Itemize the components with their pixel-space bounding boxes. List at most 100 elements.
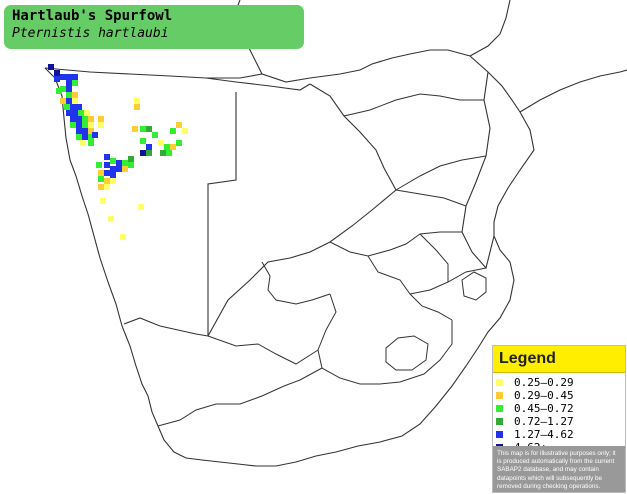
legend-item: 0.25–0.29 xyxy=(493,376,625,389)
grid-cell xyxy=(70,122,76,128)
grid-cell xyxy=(116,160,122,166)
grid-cell xyxy=(72,92,78,98)
grid-cell xyxy=(54,70,60,76)
grid-cell xyxy=(176,122,182,128)
grid-cell xyxy=(104,170,110,176)
eswatini xyxy=(461,271,487,301)
grid-cell xyxy=(66,92,72,98)
grid-cell xyxy=(54,76,60,82)
grid-cell xyxy=(88,128,94,134)
grid-cell xyxy=(128,156,134,162)
grid-cell xyxy=(110,178,116,184)
province-border-3 xyxy=(367,255,453,321)
legend-item: 1.27–4.62 xyxy=(493,428,625,441)
grid-cell xyxy=(166,150,172,156)
province-border-1 xyxy=(261,261,331,305)
caprivi-strip xyxy=(205,77,311,91)
legend-panel: Legend 0.25–0.29 0.29–0.45 0.45–0.72 0.7… xyxy=(492,345,626,493)
botswana-zimbabwe-border xyxy=(309,83,397,191)
grid-cell xyxy=(110,166,116,172)
grid-cell xyxy=(76,122,82,128)
province-border-8 xyxy=(419,233,449,282)
grid-cell xyxy=(76,128,82,134)
grid-cell xyxy=(88,134,94,140)
grid-cell xyxy=(170,144,176,150)
legend-item: 0.72–1.27 xyxy=(493,415,625,428)
grid-cell xyxy=(98,176,104,182)
grid-cell xyxy=(82,134,88,140)
grid-cell xyxy=(72,80,78,86)
species-common-name: Hartlaub's Spurfowl xyxy=(12,8,173,24)
northern-border xyxy=(44,49,521,113)
zimbabwe-interior-2 xyxy=(395,155,487,191)
legend-label: 1.27–4.62 xyxy=(514,428,574,441)
grid-cell xyxy=(82,116,88,122)
lesotho xyxy=(385,335,429,371)
grid-cell xyxy=(66,110,72,116)
mozambique-inner-border xyxy=(461,71,495,270)
province-border-5 xyxy=(207,335,319,365)
grid-cell xyxy=(98,184,104,190)
grid-cell xyxy=(88,116,94,122)
grid-cell xyxy=(76,134,82,140)
grid-cell xyxy=(108,216,114,222)
grid-cell xyxy=(66,86,72,92)
grid-cell xyxy=(66,80,72,86)
grid-cell xyxy=(146,144,152,150)
grid-cell xyxy=(146,150,152,156)
grid-cell xyxy=(122,166,128,172)
legend-label: 0.29–0.45 xyxy=(514,389,574,402)
grid-cell xyxy=(170,128,176,134)
east-coast-north xyxy=(519,69,627,113)
grid-cell xyxy=(96,162,102,168)
grid-cell xyxy=(70,104,76,110)
legend-list: 0.25–0.29 0.29–0.45 0.45–0.72 0.72–1.27 … xyxy=(493,373,625,454)
coastline xyxy=(44,67,515,467)
grid-cell xyxy=(110,172,116,178)
grid-cell xyxy=(110,158,116,164)
limpopo-border xyxy=(395,189,467,207)
legend-heading: Legend xyxy=(493,346,625,373)
legend-item: 0.45–0.72 xyxy=(493,402,625,415)
grid-cell xyxy=(78,110,84,116)
province-border-4 xyxy=(317,293,453,385)
grid-cell xyxy=(104,178,110,184)
grid-cell xyxy=(64,104,70,110)
grid-cell xyxy=(128,162,134,168)
grid-cell xyxy=(182,128,188,134)
zambezi-border xyxy=(469,0,511,57)
grid-cell xyxy=(98,116,104,122)
namibia-botswana-border xyxy=(207,92,237,336)
grid-cell xyxy=(76,104,82,110)
legend-label: 0.45–0.72 xyxy=(514,402,574,415)
grid-cell xyxy=(98,122,104,128)
orange-river-border xyxy=(123,317,209,337)
grid-cell xyxy=(160,150,166,156)
grid-cell xyxy=(140,150,146,156)
grid-cell xyxy=(72,98,78,104)
grid-cell xyxy=(104,184,110,190)
grid-cell xyxy=(138,204,144,210)
grid-cell xyxy=(88,140,94,146)
species-title-box: Hartlaub's Spurfowl Pternistis hartlaubi xyxy=(4,5,304,49)
legend-swatch xyxy=(496,405,503,412)
grid-cell xyxy=(120,234,126,240)
legend-swatch xyxy=(496,431,503,438)
grid-cell xyxy=(122,160,128,166)
grid-cell xyxy=(80,140,86,146)
grid-cell xyxy=(48,64,54,70)
legend-label: 0.72–1.27 xyxy=(514,415,574,428)
grid-cell xyxy=(60,86,66,92)
grid-cell xyxy=(134,98,140,104)
grid-cell xyxy=(104,154,110,160)
legend-label: 0.25–0.29 xyxy=(514,376,574,389)
legend-swatch xyxy=(496,379,503,386)
grid-cell xyxy=(158,140,164,146)
grid-cell xyxy=(70,116,76,122)
mozambique-coast xyxy=(493,111,535,236)
grid-cell xyxy=(88,122,94,128)
grid-cell xyxy=(60,98,66,104)
grid-cell xyxy=(82,122,88,128)
grid-cell xyxy=(164,144,170,150)
